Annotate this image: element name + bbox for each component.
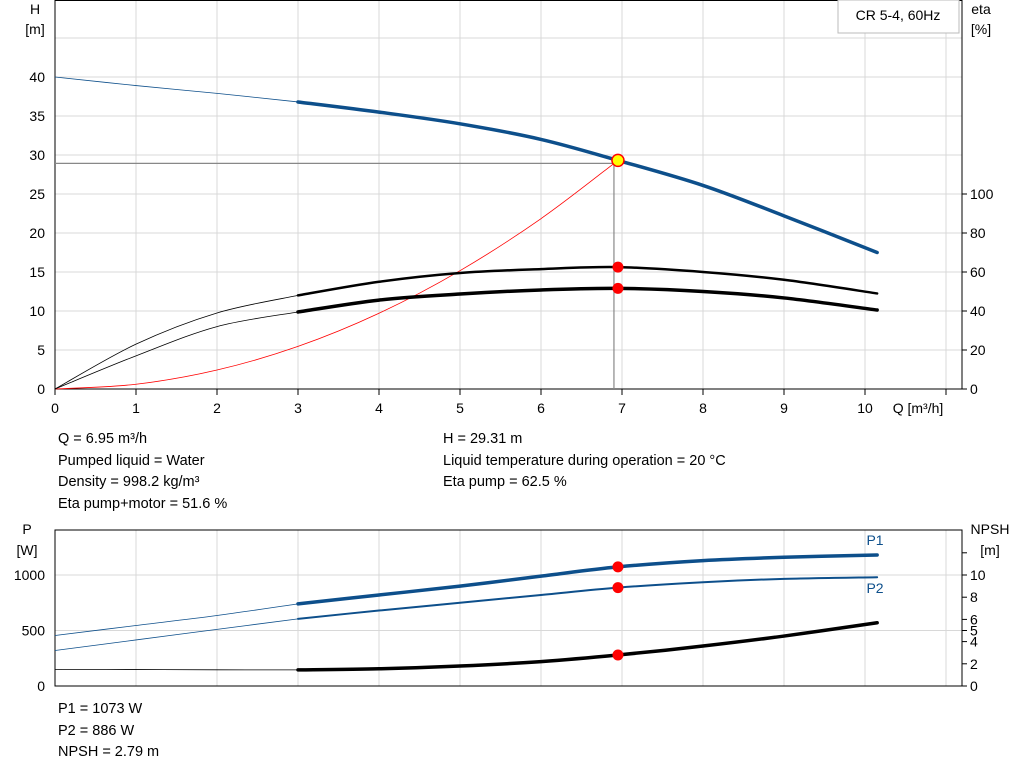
y-left-unit-top: [m] <box>25 21 44 37</box>
x-tick-label: 7 <box>618 400 626 416</box>
legend-pump-model: CR 5-4, 60Hz <box>856 7 941 23</box>
tick-labels: 0 1 2 3 4 5 6 7 8 9 100510152025303540020406080100… <box>14 69 994 694</box>
info-bottom: P1 = 1073 W P2 = 886 W NPSH = 2.79 m <box>58 699 159 764</box>
y-right-label-top: eta <box>971 1 991 17</box>
p2-curve <box>297 576 879 620</box>
y-left-tick-label: 20 <box>29 225 45 241</box>
eta-pump-motor-curve <box>296 286 879 314</box>
axis-labels: H [m] eta [%] Q [m³/h] CR 5-4, 60Hz P [W… <box>17 0 1010 596</box>
duty-markers <box>611 153 625 661</box>
p1-duty-marker <box>612 561 624 573</box>
y-left-tick-label: 35 <box>29 108 45 124</box>
info-eta-pump: Eta pump = 62.5 % <box>443 474 567 490</box>
info-p2: P2 = 886 W <box>58 722 135 739</box>
plot-frames <box>54 0 963 687</box>
y-left-tick-label: 500 <box>22 623 46 639</box>
y-right-tick-label: 0 <box>970 678 978 694</box>
y-right-tick-label: 5 <box>970 623 978 639</box>
y-right-unit-top: [%] <box>971 21 991 37</box>
y-left-unit-bottom: [W] <box>17 542 38 558</box>
info-eta-pump-motor: Eta pump+motor = 51.6 % <box>58 495 228 512</box>
x-tick-label: 0 <box>51 400 59 416</box>
curves <box>54 76 879 672</box>
x-tick-label: 8 <box>699 400 707 416</box>
info-head: H = 29.31 m <box>443 431 523 447</box>
y-left-tick-label: 40 <box>29 69 45 85</box>
y-right-label-bottom: NPSH <box>971 521 1010 537</box>
p1-curve <box>296 553 879 606</box>
bottom-plot-frame <box>54 529 963 687</box>
operating-point-marker <box>611 153 625 168</box>
info-liquid: Pumped liquid = Water <box>58 452 205 469</box>
info-npsh: NPSH = 2.79 m <box>58 744 160 760</box>
eta-pump-motor-curve-thin <box>54 311 299 390</box>
eta-pump-duty-marker <box>612 261 624 273</box>
x-tick-label: 10 <box>857 400 873 416</box>
info-flow: Q = 6.95 m³/h <box>58 431 148 447</box>
info-density: Density = 998.2 kg/m³ <box>58 474 200 490</box>
p2-duty-marker <box>612 582 624 594</box>
y-right-tick-label: 8 <box>970 589 978 605</box>
npsh-curve <box>296 620 879 672</box>
y-right-tick-label: 20 <box>970 342 986 358</box>
x-tick-label: 4 <box>375 400 383 416</box>
info-temperature: Liquid temperature during operation = 20… <box>443 452 726 469</box>
y-right-tick-label: 0 <box>970 381 978 397</box>
info-p1: P1 = 1073 W <box>58 701 143 717</box>
y-right-tick-label: 80 <box>970 225 986 241</box>
x-tick-label: 6 <box>537 400 545 416</box>
x-axis-label: Q [m³/h] <box>893 400 944 416</box>
npsh-duty-marker <box>612 649 624 661</box>
series-label-p1: P1 <box>866 532 883 548</box>
y-right-tick-label: 60 <box>970 264 986 280</box>
eta-pump-motor-duty-marker <box>612 282 624 294</box>
y-right-tick-label: 40 <box>970 303 986 319</box>
y-left-tick-label: 10 <box>29 303 45 319</box>
y-right-tick-label: 100 <box>970 186 994 202</box>
y-left-tick-label: 0 <box>37 678 45 694</box>
x-tick-label: 3 <box>294 400 302 416</box>
x-tick-label: 1 <box>132 400 140 416</box>
info-top-right: H = 29.31 m Liquid temperature during op… <box>443 429 726 494</box>
x-tick-label: 5 <box>456 400 464 416</box>
x-tick-label: 2 <box>213 400 221 416</box>
p2-curve-thin <box>54 618 299 651</box>
y-right-tick-label: 4 <box>970 634 978 650</box>
series-label-p2: P2 <box>866 580 883 596</box>
y-right-tick-label: 6 <box>970 611 978 627</box>
y-left-tick-label: 30 <box>29 147 45 163</box>
p1-curve-thin <box>54 603 299 636</box>
y-left-tick-label: 25 <box>29 186 45 202</box>
system-curve <box>54 160 619 390</box>
y-left-tick-label: 1000 <box>14 567 45 583</box>
y-left-label-bottom: P <box>22 521 31 537</box>
npsh-curve-thin <box>54 668 299 671</box>
y-right-unit-bottom: [m] <box>980 542 999 558</box>
y-left-tick-label: 0 <box>37 381 45 397</box>
y-right-tick-label: 2 <box>970 656 978 672</box>
eta-pump-curve-thin <box>54 295 299 390</box>
legend-box <box>837 0 960 34</box>
y-right-tick-label: 10 <box>970 567 986 583</box>
bottom-chart-grid <box>55 530 962 686</box>
head-curve <box>296 100 879 255</box>
y-left-tick-label: 15 <box>29 264 45 280</box>
top-chart-grid <box>55 0 962 389</box>
eta-pump-curve <box>296 265 879 297</box>
head-curve-thin <box>54 76 299 103</box>
info-top-left: Q = 6.95 m³/h Pumped liquid = Water Dens… <box>58 429 227 515</box>
y-left-label-top: H <box>30 1 40 17</box>
x-tick-label: 9 <box>780 400 788 416</box>
y-left-tick-label: 5 <box>37 342 45 358</box>
